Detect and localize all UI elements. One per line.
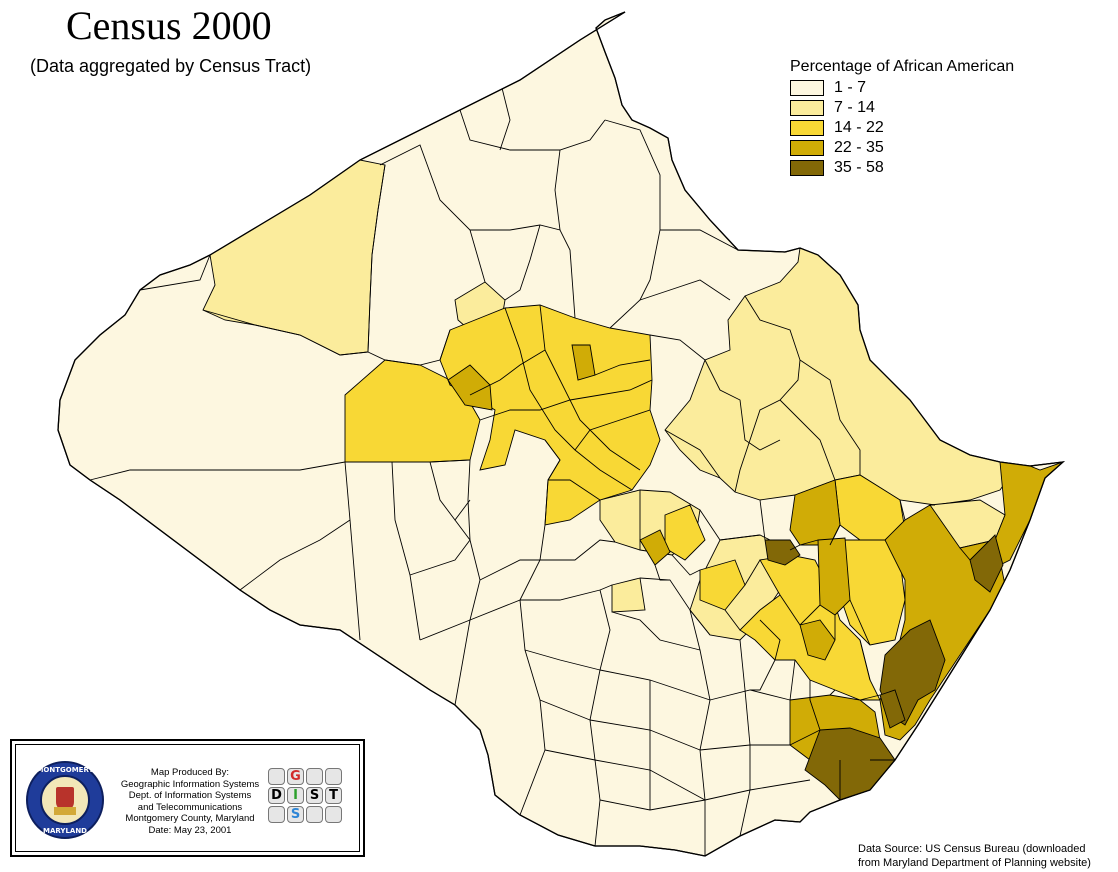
gdis-tile bbox=[268, 806, 285, 823]
tract bbox=[879, 689, 906, 729]
credit-line: Geographic Information Systems bbox=[120, 778, 260, 790]
tracts-14-22 bbox=[344, 304, 906, 701]
map-credit-box: MONTGOMERY MARYLAND Map Produced By: Geo… bbox=[10, 739, 365, 857]
legend-item: 14 - 22 bbox=[790, 118, 1014, 138]
legend-swatch bbox=[790, 100, 824, 116]
legend-item: 1 - 7 bbox=[790, 78, 1014, 98]
tract bbox=[639, 529, 671, 566]
credit-line: Montgomery County, Maryland bbox=[125, 813, 255, 824]
source-line: Data Source: US Census Bureau (downloade… bbox=[858, 843, 1086, 855]
seal-top-text: MONTGOMERY bbox=[36, 766, 94, 774]
legend-item: 35 - 58 bbox=[790, 158, 1014, 178]
gdis-tile: G bbox=[287, 768, 304, 785]
gdis-tile bbox=[306, 806, 323, 823]
legend-swatch bbox=[790, 160, 824, 176]
legend-swatch bbox=[790, 80, 824, 96]
credit-line: Dept. of Information Systems bbox=[128, 790, 252, 801]
tracts-35-58 bbox=[764, 534, 1004, 801]
tract bbox=[799, 619, 836, 661]
credit-line: Date: May 23, 2001 bbox=[148, 824, 232, 836]
tract bbox=[439, 304, 661, 526]
legend: Percentage of African American 1 - 7 7 -… bbox=[790, 58, 1014, 178]
legend-label: 35 - 58 bbox=[834, 159, 884, 176]
legend-label: 14 - 22 bbox=[834, 119, 884, 136]
map-title: Census 2000 bbox=[66, 3, 272, 48]
credit-line: and Telecommunications bbox=[137, 801, 243, 813]
gdis-tile bbox=[306, 768, 323, 785]
gdis-tile bbox=[325, 768, 342, 785]
county-border bbox=[57, 11, 1065, 857]
seal-crown-icon bbox=[54, 807, 76, 815]
legend-label: 7 - 14 bbox=[834, 99, 875, 116]
legend-item: 7 - 14 bbox=[790, 98, 1014, 118]
tract bbox=[817, 537, 851, 616]
map-subtitle: (Data aggregated by Census Tract) bbox=[30, 56, 312, 76]
legend-swatch bbox=[790, 120, 824, 136]
gdis-tile bbox=[268, 768, 285, 785]
gdis-tile: S bbox=[306, 787, 323, 804]
data-source-note: Data Source: US Census Bureau (downloade… bbox=[858, 842, 1091, 870]
legend-item: 22 - 35 bbox=[790, 138, 1014, 158]
seal-shield-icon bbox=[56, 787, 74, 811]
tract bbox=[611, 577, 646, 613]
gdis-tile: I bbox=[287, 787, 304, 804]
credit-inner-border bbox=[15, 744, 360, 852]
gdis-tile bbox=[325, 806, 342, 823]
legend-label: 1 - 7 bbox=[834, 79, 867, 96]
gdis-tile: T bbox=[325, 787, 342, 804]
tract bbox=[447, 364, 493, 411]
gdis-tile: D bbox=[268, 787, 285, 804]
seal-center bbox=[40, 775, 90, 825]
gdis-tile: S bbox=[287, 806, 304, 823]
legend-swatch bbox=[790, 140, 824, 156]
credit-text: Map Produced By: Geographic Information … bbox=[120, 767, 260, 836]
legend-title: Percentage of African American bbox=[790, 58, 1015, 75]
credit-line: Map Produced By: bbox=[150, 767, 230, 778]
county-seal-logo: MONTGOMERY MARYLAND bbox=[26, 761, 104, 839]
tract bbox=[764, 539, 801, 566]
tract bbox=[969, 534, 1004, 593]
legend-label: 22 - 35 bbox=[834, 139, 884, 156]
seal-bottom-text: MARYLAND bbox=[42, 827, 87, 835]
source-line: from Maryland Department of Planning web… bbox=[858, 857, 1091, 869]
tract-boundaries bbox=[89, 79, 971, 856]
tract bbox=[699, 559, 746, 611]
